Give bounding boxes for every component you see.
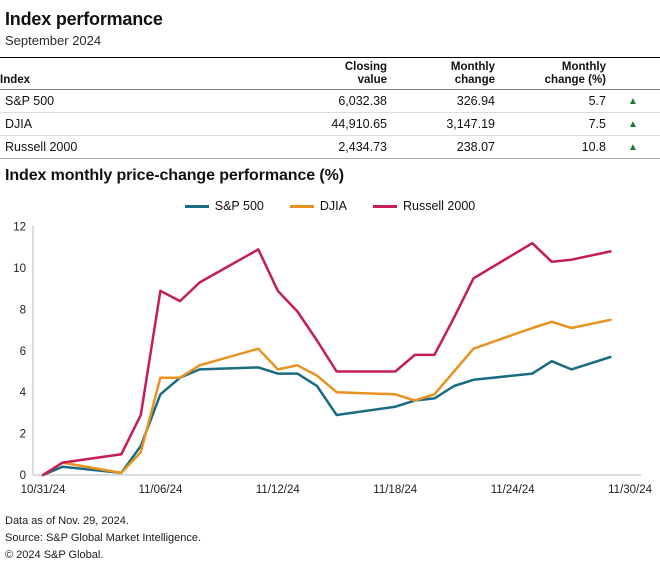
index-name: Russell 2000 xyxy=(0,135,240,159)
closing-value: 6,032.38 xyxy=(240,89,387,113)
line-chart: 0 2 4 6 8 10 12 10/31/24 11/06/24 11/12/24 11/18/2… xyxy=(13,222,653,496)
copyright-note: © 2024 S&P Global. xyxy=(5,549,104,561)
page-title: Index performance xyxy=(5,9,163,29)
closing-value: 44,910.65 xyxy=(240,112,387,136)
index-performance-report: Index performance September 2024 Index C… xyxy=(0,8,660,570)
table-row: Russell 2000 2,434.73 238.07 10.8 ▲ xyxy=(0,135,660,159)
y-tick-label: 6 xyxy=(20,346,26,358)
legend-label: S&P 500 xyxy=(214,199,264,213)
monthly-change: 238.07 xyxy=(387,135,495,159)
y-tick-label: 4 xyxy=(20,387,27,399)
legend-item: S&P 500 xyxy=(184,199,264,213)
table-header-row: Index Closing value Monthly change Month… xyxy=(0,57,660,90)
x-tick-label: 11/12/24 xyxy=(256,484,301,496)
table-row: S&P 500 6,032.38 326.94 5.7 ▲ xyxy=(0,89,660,113)
closing-value: 2,434.73 xyxy=(240,135,387,159)
index-table: Index Closing value Monthly change Month… xyxy=(0,57,660,159)
monthly-change-pct: 5.7 xyxy=(495,89,606,113)
series-line-s-p-500 xyxy=(41,355,612,477)
x-tick-label: 11/18/24 xyxy=(373,484,418,496)
chart-title: Index monthly price-change performance (… xyxy=(5,167,344,184)
monthly-change: 3,147.19 xyxy=(387,112,495,136)
index-name: DJIA xyxy=(0,112,240,136)
up-triangle-icon: ▲ xyxy=(628,142,638,153)
legend-item: Russell 2000 xyxy=(372,199,476,213)
col-header-monthly-change-pct: Monthly change (%) xyxy=(495,57,606,90)
monthly-change-pct: 7.5 xyxy=(495,112,606,136)
monthly-change: 326.94 xyxy=(387,89,495,113)
legend-label: DJIA xyxy=(319,199,347,213)
y-tick-label: 2 xyxy=(20,429,26,441)
y-tick-label: 12 xyxy=(13,222,26,234)
y-tick-label: 10 xyxy=(13,263,26,275)
series-line-russell-2000 xyxy=(41,241,612,477)
table-row: DJIA 44,910.65 3,147.19 7.5 ▲ xyxy=(0,112,660,136)
data-as-of-note: Data as of Nov. 29, 2024. xyxy=(5,515,129,527)
monthly-change-pct: 10.8 xyxy=(495,135,606,159)
legend-item: DJIA xyxy=(289,199,347,213)
up-triangle-icon: ▲ xyxy=(628,96,638,107)
x-tick-label: 11/06/24 xyxy=(138,484,183,496)
index-name: S&P 500 xyxy=(0,89,240,113)
source-note: Source: S&P Global Market Intelligence. xyxy=(5,532,202,544)
x-tick-label: 10/31/24 xyxy=(21,484,66,496)
chart-legend: S&P 500 DJIA Russell 2000 xyxy=(0,199,660,213)
line-swatch-icon xyxy=(289,204,314,208)
col-header-index: Index xyxy=(0,57,240,90)
line-swatch-icon xyxy=(184,204,209,208)
series-line-djia xyxy=(41,318,612,477)
up-triangle-icon: ▲ xyxy=(628,119,638,130)
col-header-direction xyxy=(606,57,660,90)
col-header-closing-value: Closing value xyxy=(240,57,387,90)
legend-label: Russell 2000 xyxy=(402,199,476,213)
y-tick-label: 0 xyxy=(20,470,26,482)
col-header-monthly-change: Monthly change xyxy=(387,57,495,90)
y-tick-label: 8 xyxy=(20,304,26,316)
footer-notes: Data as of Nov. 29, 2024. Source: S&P Gl… xyxy=(5,513,660,564)
report-period: September 2024 xyxy=(5,33,102,48)
line-swatch-icon xyxy=(372,204,397,208)
x-tick-label: 11/24/24 xyxy=(491,484,536,496)
x-tick-label: 11/30/24 xyxy=(608,484,653,496)
